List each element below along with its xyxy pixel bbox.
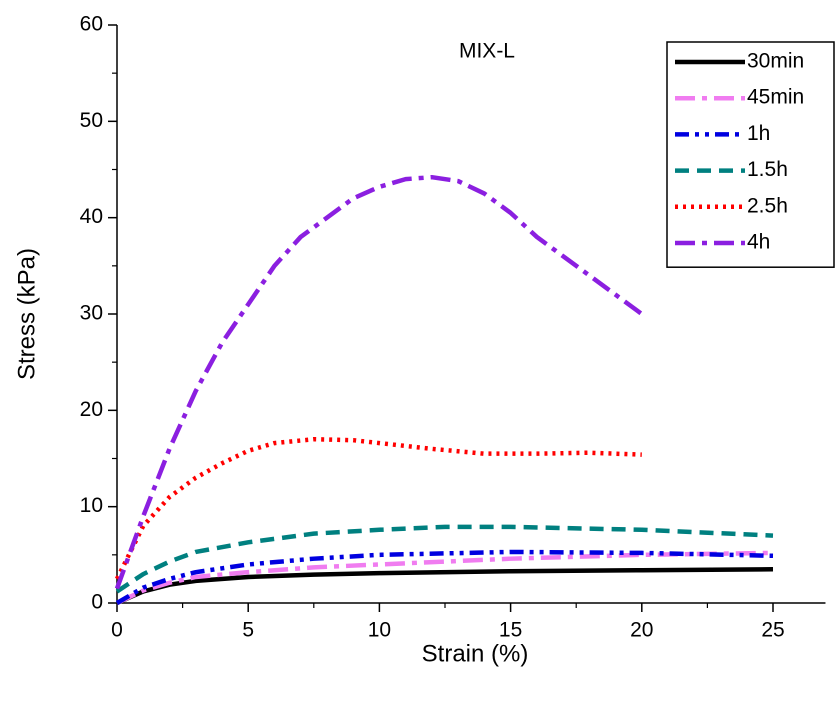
x-tick-label: 5 <box>242 619 254 642</box>
chart-title: MIX-L <box>459 40 515 63</box>
y-tick-label: 40 <box>80 205 103 228</box>
y-tick-label: 0 <box>91 591 103 614</box>
x-tick-label: 0 <box>111 619 123 642</box>
y-tick-label: 50 <box>80 109 103 132</box>
x-tick-label: 10 <box>368 619 391 642</box>
x-tick-label: 25 <box>761 619 784 642</box>
data-line <box>115 549 774 605</box>
y-tick-label: 30 <box>80 302 103 325</box>
legend-label: 1.5h <box>747 158 788 181</box>
legend-label: 4h <box>747 231 770 254</box>
legend-label: 2.5h <box>747 194 788 217</box>
x-tick-label: 15 <box>499 619 522 642</box>
legend-box <box>666 41 835 268</box>
x-axis-label: Strain (%) <box>422 640 529 667</box>
legend-label: 45min <box>747 86 804 109</box>
y-axis-label: Stress (kPa) <box>13 248 40 380</box>
legend-label: 1h <box>747 122 770 145</box>
data-line <box>115 524 774 594</box>
data-line <box>116 567 774 606</box>
x-tick-label: 20 <box>630 619 653 642</box>
y-tick-label: 60 <box>80 13 103 36</box>
data-line <box>116 550 774 606</box>
data-line <box>114 436 642 580</box>
y-tick-label: 20 <box>80 398 103 421</box>
y-tick-label: 10 <box>80 494 103 517</box>
legend-label: 30min <box>747 50 804 73</box>
data-line <box>114 174 644 590</box>
